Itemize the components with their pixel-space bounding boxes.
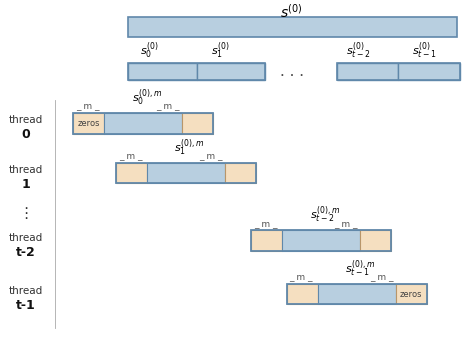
Text: _ m _: _ m _ <box>199 151 223 160</box>
Text: $s_1^{(0)}$: $s_1^{(0)}$ <box>211 40 230 61</box>
Text: zeros: zeros <box>78 119 100 128</box>
Text: ⋮: ⋮ <box>18 206 34 221</box>
FancyBboxPatch shape <box>337 63 398 80</box>
FancyBboxPatch shape <box>128 17 457 37</box>
Text: _ m _: _ m _ <box>156 101 180 110</box>
FancyBboxPatch shape <box>73 113 104 134</box>
Text: thread: thread <box>9 286 43 296</box>
FancyBboxPatch shape <box>287 284 318 304</box>
Text: $s_{t-2}^{(0),m}$: $s_{t-2}^{(0),m}$ <box>310 205 340 225</box>
Text: $s_1^{(0),m}$: $s_1^{(0),m}$ <box>174 137 205 158</box>
Text: $s_0^{(0)}$: $s_0^{(0)}$ <box>140 40 159 61</box>
FancyBboxPatch shape <box>398 63 460 80</box>
FancyBboxPatch shape <box>147 163 225 183</box>
Text: zeros: zeros <box>400 289 422 299</box>
Text: . . .: . . . <box>280 64 303 79</box>
FancyBboxPatch shape <box>251 230 282 251</box>
Text: thread: thread <box>9 165 43 175</box>
FancyBboxPatch shape <box>182 113 213 134</box>
Text: 0: 0 <box>22 128 30 141</box>
FancyBboxPatch shape <box>116 163 147 183</box>
FancyBboxPatch shape <box>318 284 396 304</box>
Text: $s^{(0)}$: $s^{(0)}$ <box>280 2 303 20</box>
FancyBboxPatch shape <box>282 230 360 251</box>
Text: $s_{t-2}^{(0)}$: $s_{t-2}^{(0)}$ <box>346 40 370 61</box>
Text: thread: thread <box>9 233 43 243</box>
Text: _ m _: _ m _ <box>254 219 277 228</box>
Text: $s_{t-1}^{(0),m}$: $s_{t-1}^{(0),m}$ <box>345 258 375 279</box>
Text: t-1: t-1 <box>16 299 36 312</box>
FancyBboxPatch shape <box>197 63 265 80</box>
Text: t-2: t-2 <box>16 246 36 258</box>
FancyBboxPatch shape <box>128 63 197 80</box>
FancyBboxPatch shape <box>104 113 182 134</box>
Text: _ m _: _ m _ <box>118 151 142 160</box>
FancyBboxPatch shape <box>225 163 256 183</box>
Text: 1: 1 <box>22 178 30 191</box>
FancyBboxPatch shape <box>360 230 391 251</box>
Text: _ m _: _ m _ <box>289 272 313 281</box>
Text: _ m _: _ m _ <box>76 101 100 110</box>
Text: _ m _: _ m _ <box>334 219 358 228</box>
Text: $s_{t-1}^{(0)}$: $s_{t-1}^{(0)}$ <box>412 40 437 61</box>
Text: $s_0^{(0),m}$: $s_0^{(0),m}$ <box>132 87 162 108</box>
FancyBboxPatch shape <box>396 284 427 304</box>
Text: thread: thread <box>9 115 43 125</box>
Text: _ m _: _ m _ <box>370 272 393 281</box>
